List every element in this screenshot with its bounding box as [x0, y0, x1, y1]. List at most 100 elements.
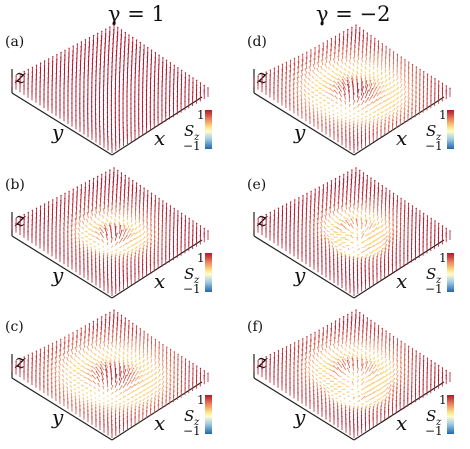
spin-arrow-head [71, 92, 73, 95]
spin-arrow [150, 230, 152, 236]
spin-arrow-head [118, 90, 120, 93]
spin-arrow [99, 227, 105, 234]
spin-arrow-head [61, 369, 64, 371]
spin-arrow-head [75, 119, 77, 121]
spin-arrow [165, 363, 168, 369]
spin-arrow-head [322, 80, 324, 82]
spin-arrow-head [67, 109, 69, 111]
spin-arrow-head [87, 205, 89, 208]
spin-arrow [122, 369, 126, 379]
spin-arrow-head [88, 378, 90, 380]
spin-arrow-head [110, 95, 113, 97]
spin-arrow-head [191, 96, 194, 98]
spin-arrow-head [143, 347, 145, 350]
spin-arrow-head [165, 97, 167, 99]
spin-arrow-head [94, 108, 97, 111]
spin-arrow-head [304, 98, 306, 100]
spin-arrow-head [150, 336, 153, 338]
spin-arrow-head [114, 355, 116, 358]
spin-arrow-head [87, 265, 89, 268]
spin-arrow-head [153, 261, 155, 264]
spin-arrow-head [196, 370, 198, 372]
spin-arrow-head [56, 201, 58, 204]
spin-arrow-head [66, 230, 69, 233]
spin-arrow-head [111, 377, 113, 379]
spin-arrow-head [122, 131, 125, 134]
spin-arrow-head [157, 217, 160, 220]
spin-arrow-head [39, 219, 41, 222]
spin-arrow-head [306, 51, 308, 53]
spin-arrow-head [154, 402, 156, 404]
spin-arrow-head [143, 342, 145, 344]
spin-arrow-head [106, 264, 109, 267]
spin-arrow-head [99, 54, 102, 56]
spin-arrow-head [87, 93, 89, 96]
spin-arrow-head [95, 363, 98, 365]
spin-arrow-head [153, 80, 156, 82]
spin-arrow-head [98, 259, 101, 262]
spin-arrow-head [88, 328, 90, 330]
spin-arrow-head [27, 364, 29, 366]
spin-arrow-head [329, 83, 331, 86]
spin-arrow-head [103, 138, 105, 140]
spin-arrow [83, 214, 85, 221]
spin-arrow [100, 224, 105, 229]
spin-arrow-head [47, 360, 49, 362]
spin-arrow-head [59, 99, 61, 101]
spin-arrow [109, 360, 113, 367]
spin-arrow-head [55, 235, 57, 237]
spin-arrow-head [77, 233, 80, 235]
spin-arrow [122, 375, 127, 384]
spin-arrow [158, 358, 160, 364]
spin-arrow-head [149, 77, 152, 80]
spin-arrow-head [150, 54, 153, 56]
spin-arrow-head [95, 65, 97, 68]
spin-arrow-head [72, 198, 74, 200]
spin-arrow-head [78, 240, 80, 243]
spin-arrow-head [114, 351, 116, 353]
spin-arrow-head [124, 36, 126, 38]
spin-arrow-head [114, 73, 117, 76]
spin-arrow-head [108, 40, 110, 42]
spin-arrow-head [130, 379, 132, 381]
spin-arrow [300, 75, 303, 81]
spin-arrow [353, 93, 355, 100]
spin-arrow-head [154, 205, 156, 207]
spin-arrow-head [158, 341, 160, 343]
spin-arrow-head [39, 234, 41, 236]
spin-arrow-head [126, 420, 129, 422]
spin-arrow-head [62, 391, 65, 393]
spin-arrow-head [169, 90, 171, 92]
spin-arrow-head [63, 254, 65, 257]
spin-arrow-head [300, 69, 303, 72]
spin-arrow [79, 339, 82, 346]
spin-arrow-head [173, 74, 175, 76]
spin-arrow-head [83, 376, 86, 378]
spin-arrow-head [393, 79, 395, 81]
spin-arrow-head [109, 357, 112, 360]
spin-arrow-head [51, 213, 53, 215]
spin-arrow-head [91, 130, 93, 132]
spin-arrow-head [99, 406, 101, 408]
spin-arrow-head [385, 51, 387, 53]
spin-arrow-head [102, 113, 105, 116]
spin-arrow-head [78, 398, 81, 400]
spin-arrow-head [54, 380, 56, 383]
spin-arrow [317, 62, 320, 68]
spin-arrow-head [135, 249, 137, 252]
spin-arrow-head [157, 78, 159, 80]
spin-arrow-head [154, 210, 156, 212]
spin-arrow-head [195, 227, 198, 229]
spin-arrow [134, 371, 139, 377]
spin-arrow-head [138, 117, 140, 120]
spin-arrow-head [281, 97, 283, 99]
spin-arrow-head [91, 72, 93, 74]
spin-arrow [122, 229, 127, 237]
spin-arrow-head [99, 68, 101, 70]
spin-arrow-head [103, 397, 105, 400]
spin-arrow-head [120, 319, 122, 322]
spin-arrow-head [122, 93, 124, 95]
spin-arrow-head [51, 75, 53, 77]
spin-arrow-head [147, 356, 149, 358]
spin-arrow-head [124, 225, 126, 227]
